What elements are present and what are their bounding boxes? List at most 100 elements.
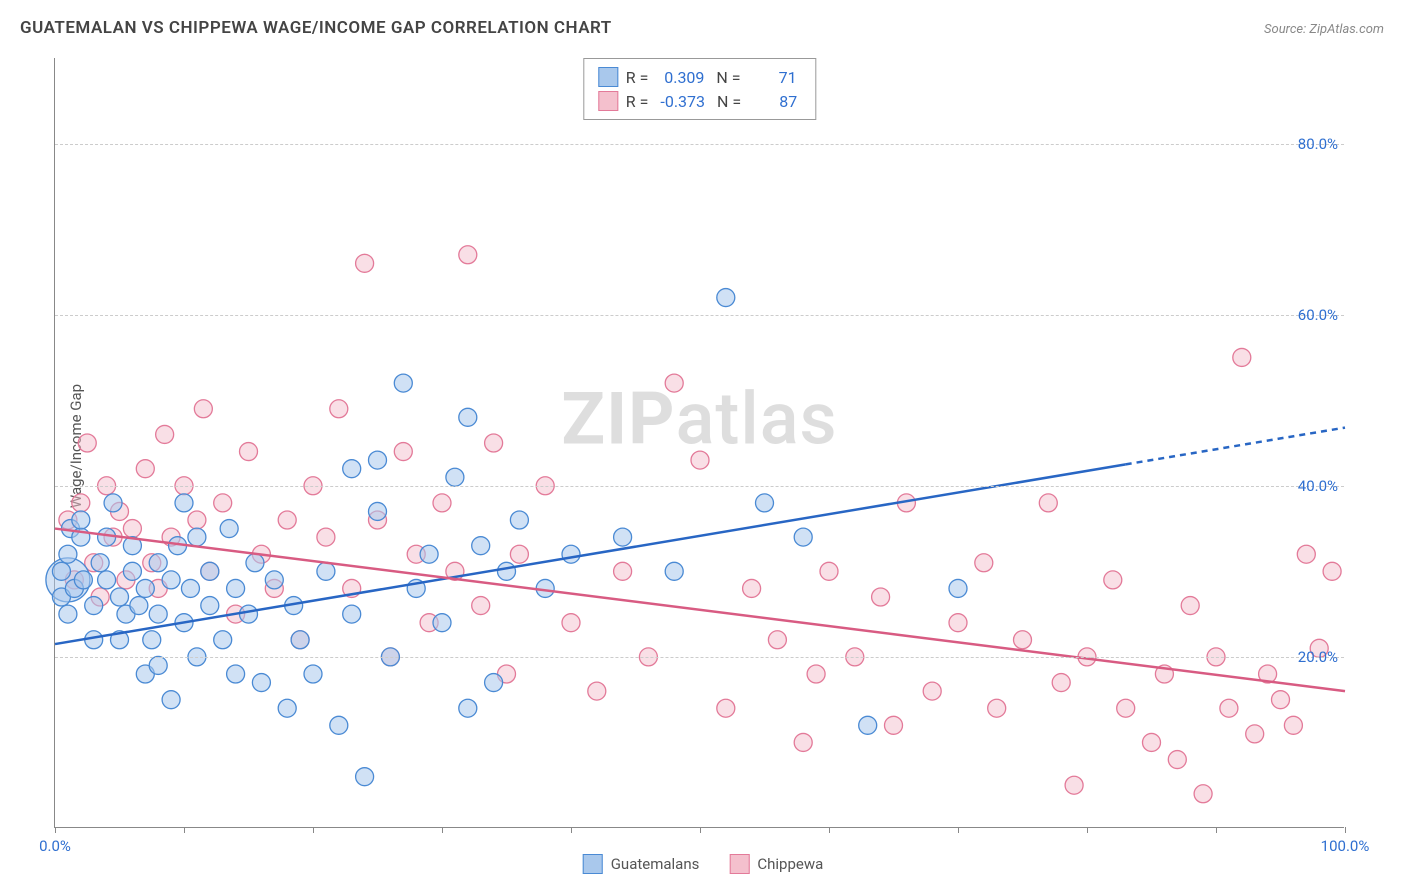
xtick: [313, 827, 314, 833]
scatter-point: [85, 597, 103, 615]
scatter-point: [394, 443, 412, 461]
scatter-point: [123, 520, 141, 538]
scatter-point: [420, 545, 438, 563]
n-label-2: N =: [717, 92, 741, 111]
stats-legend-box: R = 0.309 N = 71 R = -0.373 N = 87: [583, 58, 816, 120]
grid-line: [55, 315, 1344, 316]
scatter-point: [175, 494, 193, 512]
legend-item-series1: Guatemalans: [583, 854, 700, 874]
scatter-point: [304, 665, 322, 683]
scatter-point: [872, 588, 890, 606]
scatter-point: [162, 691, 180, 709]
scatter-point: [1014, 631, 1032, 649]
scatter-point: [246, 554, 264, 572]
scatter-point: [343, 605, 361, 623]
ytick-label: 20.0%: [1298, 648, 1338, 666]
scatter-point: [317, 528, 335, 546]
scatter-point: [278, 699, 296, 717]
swatch-series2-icon: [598, 91, 618, 111]
grid-line: [55, 144, 1344, 145]
scatter-point: [1065, 776, 1083, 794]
scatter-point: [143, 631, 161, 649]
xtick-label: 100.0%: [1321, 837, 1370, 855]
scatter-point: [717, 699, 735, 717]
scatter-point: [1233, 348, 1251, 366]
scatter-point: [149, 605, 167, 623]
scatter-point: [756, 494, 774, 512]
scatter-point: [317, 562, 335, 580]
scatter-point: [472, 597, 490, 615]
scatter-point: [156, 425, 174, 443]
legend-label-series2: Chippewa: [757, 855, 823, 873]
scatter-point: [111, 588, 129, 606]
scatter-point: [1039, 494, 1057, 512]
scatter-point: [588, 682, 606, 700]
scatter-point: [194, 400, 212, 418]
scatter-point: [949, 614, 967, 632]
scatter-point: [485, 434, 503, 452]
xtick: [958, 827, 959, 833]
scatter-point: [214, 494, 232, 512]
scatter-point: [1168, 751, 1186, 769]
scatter-point: [265, 571, 283, 589]
scatter-point: [52, 562, 70, 580]
plot-svg: [55, 58, 1344, 827]
scatter-point: [252, 674, 270, 692]
scatter-point: [498, 562, 516, 580]
scatter-point: [1272, 691, 1290, 709]
scatter-point: [665, 374, 683, 392]
scatter-point: [975, 554, 993, 572]
r-value-1: 0.309: [656, 68, 708, 87]
scatter-point: [72, 494, 90, 512]
stats-row-series1: R = 0.309 N = 71: [598, 65, 801, 89]
scatter-point: [136, 579, 154, 597]
xtick: [184, 827, 185, 833]
scatter-point: [291, 631, 309, 649]
scatter-point: [794, 733, 812, 751]
scatter-point: [149, 554, 167, 572]
bottom-legend: Guatemalans Chippewa: [583, 854, 824, 874]
legend-swatch-series2-icon: [729, 854, 749, 874]
r-value-2: -0.373: [656, 92, 709, 111]
scatter-point: [1104, 571, 1122, 589]
scatter-point: [220, 520, 238, 538]
scatter-point: [1297, 545, 1315, 563]
scatter-point: [1284, 716, 1302, 734]
scatter-point: [356, 768, 374, 786]
r-label-2: R =: [626, 92, 649, 111]
stats-row-series2: R = -0.373 N = 87: [598, 89, 801, 113]
scatter-point: [923, 682, 941, 700]
scatter-point: [1194, 785, 1212, 803]
source-label: Source: ZipAtlas.com: [1264, 22, 1384, 37]
chart-title: GUATEMALAN VS CHIPPEWA WAGE/INCOME GAP C…: [20, 18, 612, 38]
scatter-point: [859, 716, 877, 734]
xtick: [829, 827, 830, 833]
scatter-point: [227, 579, 245, 597]
grid-line: [55, 657, 1344, 658]
xtick-label: 0.0%: [39, 837, 71, 855]
scatter-point: [136, 460, 154, 478]
r-label-1: R =: [626, 68, 649, 87]
scatter-point: [343, 460, 361, 478]
scatter-point: [369, 502, 387, 520]
scatter-point: [227, 665, 245, 683]
scatter-point: [988, 699, 1006, 717]
scatter-point: [188, 511, 206, 529]
scatter-point: [394, 374, 412, 392]
xtick: [1345, 827, 1346, 833]
scatter-point: [240, 443, 258, 461]
scatter-point: [691, 451, 709, 469]
xtick: [571, 827, 572, 833]
scatter-point: [562, 614, 580, 632]
scatter-point: [1117, 699, 1135, 717]
scatter-point: [1143, 733, 1161, 751]
scatter-point: [665, 562, 683, 580]
xtick: [1087, 827, 1088, 833]
scatter-point: [510, 511, 528, 529]
scatter-point: [949, 579, 967, 597]
scatter-point: [330, 400, 348, 418]
scatter-point: [59, 545, 77, 563]
scatter-point: [614, 562, 632, 580]
scatter-point: [459, 246, 477, 264]
swatch-series1-icon: [598, 67, 618, 87]
